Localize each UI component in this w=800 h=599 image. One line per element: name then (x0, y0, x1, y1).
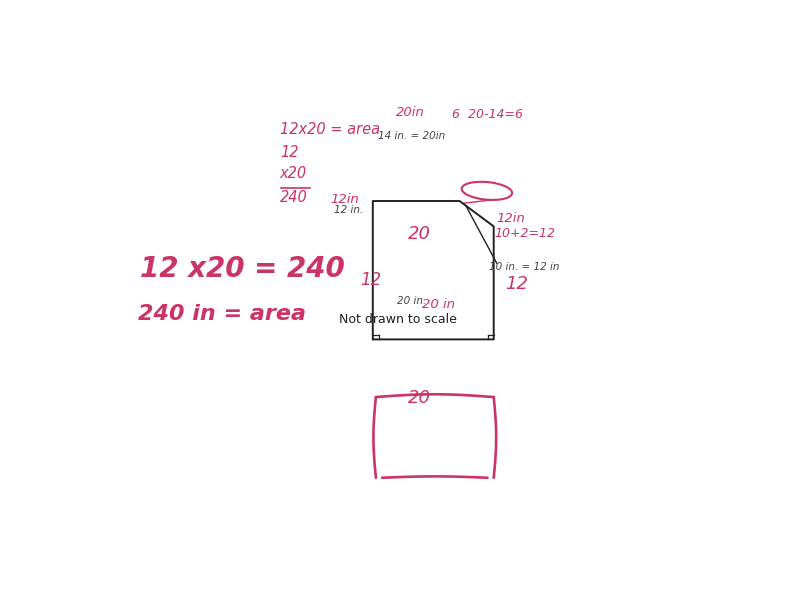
Text: x20: x20 (280, 166, 307, 181)
Text: 20 in: 20 in (422, 298, 455, 311)
Text: 240 in = area: 240 in = area (138, 304, 306, 324)
Text: 12: 12 (360, 271, 381, 289)
Text: 12: 12 (280, 145, 298, 160)
Text: 12: 12 (505, 275, 528, 293)
Text: Not drawn to scale: Not drawn to scale (338, 313, 457, 326)
Text: 10 in. = 12 in: 10 in. = 12 in (490, 262, 560, 272)
Text: 12 in.: 12 in. (334, 204, 364, 214)
Text: 14 in. = 20in: 14 in. = 20in (378, 131, 446, 141)
Text: 240: 240 (280, 190, 307, 205)
Text: 6  20-14=6: 6 20-14=6 (451, 108, 522, 121)
Text: 20in: 20in (396, 105, 425, 119)
Text: 12x20 = area: 12x20 = area (280, 122, 380, 137)
Text: 12in: 12in (330, 193, 359, 206)
Text: 12in: 12in (497, 212, 526, 225)
Text: 20: 20 (408, 225, 431, 243)
Text: 20: 20 (408, 389, 431, 407)
Text: 20 in.: 20 in. (397, 297, 426, 306)
Text: 10+2=12: 10+2=12 (494, 226, 555, 240)
Text: 12 x20 = 240: 12 x20 = 240 (140, 255, 345, 283)
